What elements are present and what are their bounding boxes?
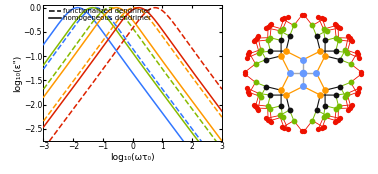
X-axis label: log₁₀(ωτ₀): log₁₀(ωτ₀) [110, 153, 155, 162]
Legend: functionalized dendrimer, homogeneous dendrimer: functionalized dendrimer, homogeneous de… [49, 7, 151, 22]
Y-axis label: log₁₀(ε"): log₁₀(ε") [13, 54, 22, 92]
